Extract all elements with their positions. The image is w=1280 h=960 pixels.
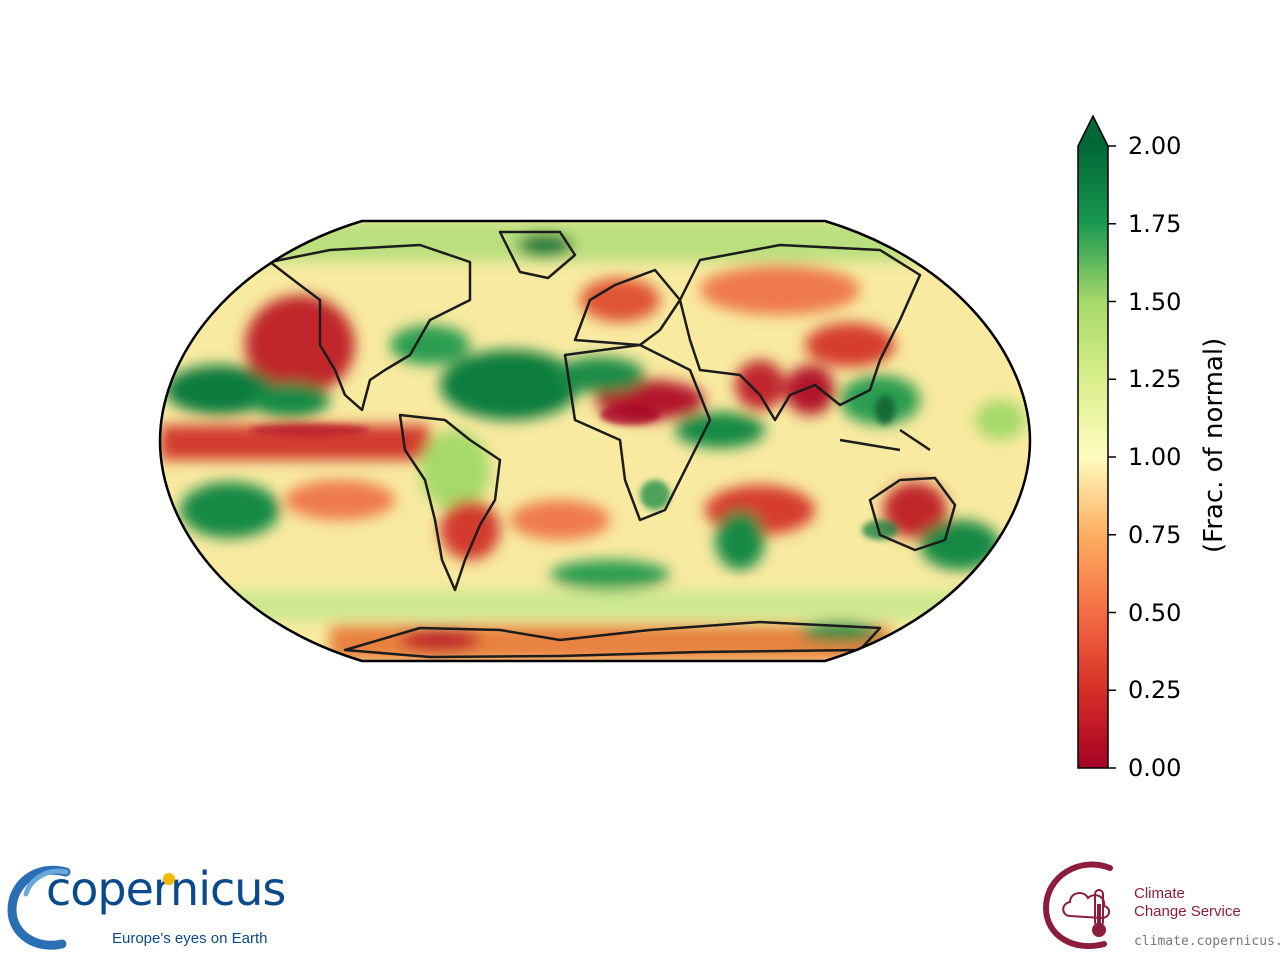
copernicus-tagline: Europe's eyes on Earth: [112, 930, 268, 947]
colorbar-tick-label: 0.00: [1128, 754, 1182, 782]
colorbar-tick-label: 0.75: [1128, 520, 1182, 549]
copernicus-wordmark: copernicus: [46, 862, 286, 916]
c3s-name-line2: Change Service: [1134, 903, 1241, 920]
colorbar-tick-label: 1.25: [1128, 365, 1182, 394]
colorbar-tick-label: 1.50: [1128, 287, 1182, 316]
c3s-name-line1: Climate: [1134, 885, 1185, 902]
colorbar-tick-label: 1.75: [1128, 209, 1182, 238]
colorbar-title: (Frac. of normal): [1199, 337, 1229, 553]
thermometer-cloud-icon: [1042, 861, 1113, 950]
colorbar: [1077, 114, 1116, 769]
map-field: [160, 221, 1030, 661]
colorbar-tick-label: 0.50: [1128, 598, 1182, 627]
coastlines: [268, 230, 957, 659]
copernicus-logo: copernicus Europe's eyes on Earth: [6, 858, 286, 954]
colorbar-tick-label: 2.00: [1128, 132, 1182, 160]
colorbar-tick-label: 1.00: [1128, 443, 1182, 471]
globe-outline: [158, 219, 1032, 663]
sun-dot-icon: [163, 873, 175, 885]
colorbar-tick-label: 0.25: [1128, 676, 1182, 705]
c3s-url: climate.copernicus.eu: [1134, 934, 1280, 949]
c3s-logo: Climate Change Service climate.copernicu…: [1040, 856, 1280, 956]
copernicus-c-icon: [7, 865, 71, 950]
